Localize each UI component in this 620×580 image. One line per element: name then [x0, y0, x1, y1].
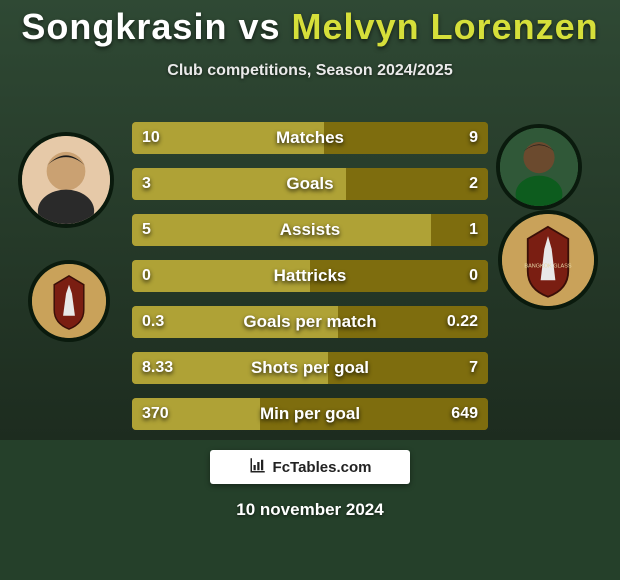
stat-label: Assists — [132, 214, 488, 246]
stat-row: 32Goals — [132, 168, 488, 200]
source-badge: FcTables.com — [210, 450, 410, 484]
stat-row: 370649Min per goal — [132, 398, 488, 430]
player2-photo — [496, 124, 582, 210]
date-text: 10 november 2024 — [0, 500, 620, 520]
subtitle: Club competitions, Season 2024/2025 — [0, 62, 620, 80]
stats-container: 109Matches 32Goals 51Assists 00Hattricks 0.3… — [132, 122, 488, 444]
stat-label: Shots per goal — [132, 352, 488, 384]
player1-club-crest — [28, 260, 110, 342]
page-title: Songkrasin vs Melvyn Lorenzen — [0, 6, 620, 48]
stat-label: Matches — [132, 122, 488, 154]
chart-icon — [249, 456, 267, 478]
stat-row: 51Assists — [132, 214, 488, 246]
player2-club-crest: BANGKOK GLASS — [498, 210, 598, 310]
source-badge-text: FcTables.com — [273, 459, 372, 476]
player1-photo — [18, 132, 114, 228]
stat-label: Hattricks — [132, 260, 488, 292]
title-player2: Melvyn Lorenzen — [292, 6, 599, 47]
stat-row: 00Hattricks — [132, 260, 488, 292]
svg-text:BANGKOK GLASS: BANGKOK GLASS — [524, 263, 572, 269]
stat-label: Goals per match — [132, 306, 488, 338]
stat-label: Min per goal — [132, 398, 488, 430]
stat-row: 0.30.22Goals per match — [132, 306, 488, 338]
stat-row: 8.337Shots per goal — [132, 352, 488, 384]
stat-label: Goals — [132, 168, 488, 200]
stat-row: 109Matches — [132, 122, 488, 154]
title-vs: vs — [238, 6, 280, 47]
title-player1: Songkrasin — [21, 6, 227, 47]
